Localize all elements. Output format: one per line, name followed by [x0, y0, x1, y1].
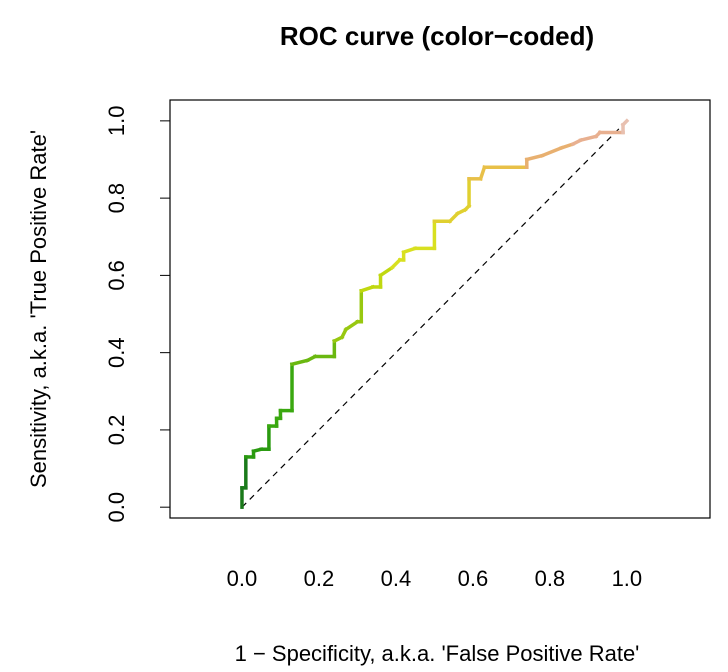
x-tick-label: 0.4	[381, 566, 412, 591]
x-tick-label: 0.6	[458, 566, 489, 591]
y-tick-label: 1.0	[104, 106, 129, 137]
roc-segment	[378, 265, 395, 278]
reference-line	[241, 120, 628, 508]
y-tick-label: 0.8	[104, 183, 129, 214]
y-tick-label: 0.0	[104, 492, 129, 523]
y-tick-label: 0.2	[104, 415, 129, 446]
roc-segment	[539, 145, 564, 158]
y-axis-label: Sensitivity, a.k.a. 'True Positive Rate'	[26, 130, 51, 488]
roc-segment	[359, 284, 376, 294]
y-tick-label: 0.6	[104, 260, 129, 291]
roc-segment	[401, 246, 418, 255]
roc-segment	[343, 319, 360, 332]
roc-segment	[559, 141, 576, 151]
chart-title: ROC curve (color−coded)	[280, 21, 594, 51]
x-axis-label: 1 − Specificity, a.k.a. 'False Positive …	[235, 641, 640, 666]
x-tick-label: 1.0	[612, 566, 643, 591]
roc-segment	[289, 358, 310, 367]
roc-segment	[524, 153, 545, 162]
x-tick-label: 0.8	[535, 566, 566, 591]
x-tick-label: 0.0	[227, 566, 258, 591]
y-tick-label: 0.4	[104, 337, 129, 368]
roc-segment	[478, 165, 487, 182]
plot-box	[169, 99, 711, 519]
roc-segment	[578, 134, 599, 143]
x-tick-label: 0.2	[304, 566, 335, 591]
roc-segment	[620, 118, 630, 128]
